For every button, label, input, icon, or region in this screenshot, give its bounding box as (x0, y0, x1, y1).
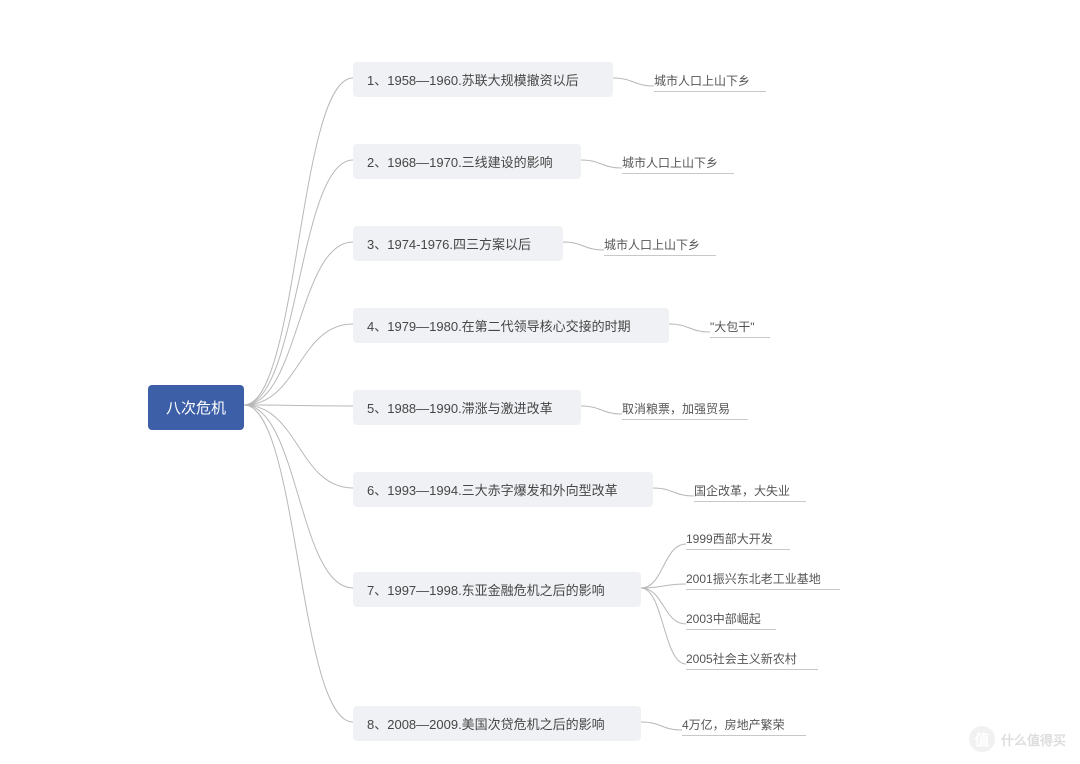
watermark-icon: 值 (969, 726, 995, 752)
connector-layer (0, 0, 1080, 764)
leaf-node-6-1: 国企改革，大失业 (694, 480, 806, 502)
branch-node-8: 8、2008—2009.美国次贷危机之后的影响 (353, 706, 641, 741)
leaf-node-7-2: 2001振兴东北老工业基地 (686, 568, 840, 590)
branch-node-5: 5、1988—1990.滞涨与激进改革 (353, 390, 581, 425)
leaf-node-1-1: 城市人口上山下乡 (654, 70, 766, 92)
leaf-node-8-1: 4万亿，房地产繁荣 (682, 714, 806, 736)
leaf-node-2-1: 城市人口上山下乡 (622, 152, 734, 174)
watermark-text: 什么值得买 (1001, 730, 1066, 749)
branch-node-3: 3、1974-1976.四三方案以后 (353, 226, 563, 261)
leaf-node-3-1: 城市人口上山下乡 (604, 234, 716, 256)
root-node: 八次危机 (148, 385, 244, 430)
branch-node-6: 6、1993—1994.三大赤字爆发和外向型改革 (353, 472, 653, 507)
leaf-node-5-1: 取消粮票，加强贸易 (622, 398, 748, 420)
branch-node-2: 2、1968—1970.三线建设的影响 (353, 144, 581, 179)
branch-node-7: 7、1997—1998.东亚金融危机之后的影响 (353, 572, 641, 607)
branch-node-4: 4、1979—1980.在第二代领导核心交接的时期 (353, 308, 669, 343)
leaf-node-7-3: 2003中部崛起 (686, 608, 776, 630)
leaf-node-7-4: 2005社会主义新农村 (686, 648, 818, 670)
leaf-node-7-1: 1999西部大开发 (686, 528, 790, 550)
branch-node-1: 1、1958—1960.苏联大规模撤资以后 (353, 62, 613, 97)
watermark: 值 什么值得买 (969, 726, 1066, 752)
leaf-node-4-1: "大包干" (710, 316, 770, 338)
